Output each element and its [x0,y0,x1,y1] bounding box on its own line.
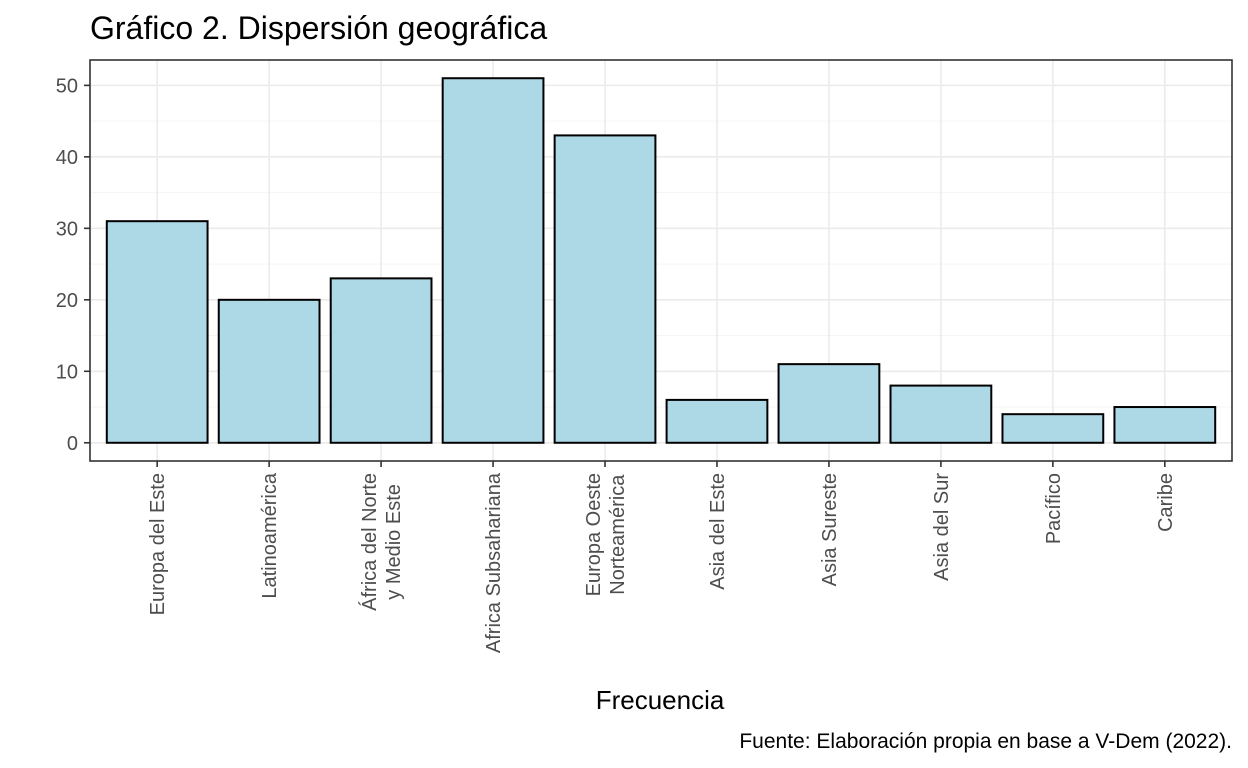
x-tick-label: Europa del Este [147,473,169,615]
x-tick-label-line: Europa Oeste [583,473,605,596]
x-tick-label-text: Asia del Sur [931,473,953,581]
bar [1001,413,1105,444]
x-tick-label: África del Norte y Medio Este [358,473,405,611]
x-tick-label: Caribe [1155,473,1177,532]
x-tick-label: Africa Subsahariana [483,472,505,653]
y-tick-label: 50 [56,75,78,97]
x-tick-label: Asia Sureste [819,473,841,586]
x-tick-label-line: Europa del Este [147,473,169,615]
y-tick-label: 40 [56,147,78,169]
x-tick-label-line: Africa Subsahariana [483,472,505,653]
chart-caption: Fuente: Elaboración propia en base a V-D… [739,730,1232,753]
x-tick-label-line: Asia del Este [707,473,729,590]
x-tick-label-line: Latinoamérica [259,472,281,599]
bar [441,77,545,444]
x-tick-label-text: África del Norte y Medio Este [358,473,405,611]
x-tick-label-text: Asia del Este [707,473,729,590]
bar [665,398,769,444]
y-tick-label: 20 [56,290,78,312]
x-tick-label-line: Asia del Sur [931,473,953,581]
x-tick-label-line: Norteamérica [607,474,629,595]
bars [105,77,1217,444]
bar [105,220,209,444]
x-tick-label-line: Asia Sureste [819,473,841,586]
bar [329,277,433,444]
x-axis: Europa del Este Latinoamérica África del N… [147,461,1177,653]
x-tick-label-text: Latinoamérica [259,472,281,599]
x-tick-label-text: Pacífico [1043,473,1065,544]
x-tick-label-text: Europa Oeste Norteamérica [583,473,629,596]
x-tick-label: Latinoamérica [259,472,281,599]
bar [889,384,993,444]
x-tick-label-line: África del Norte [358,473,381,611]
x-tick-label-line: Pacífico [1043,473,1065,544]
x-tick-label: Asia del Sur [931,473,953,581]
y-tick-label: 10 [56,361,78,383]
bar [1113,406,1217,444]
y-tick-label: 0 [67,433,78,455]
x-axis-title: Frecuencia [596,685,725,715]
x-tick-label: Pacífico [1043,473,1065,544]
bar [553,134,657,444]
chart-title: Gráfico 2. Dispersión geográfica [90,10,548,46]
x-tick-label-text: Europa del Este [147,473,169,615]
x-tick-label: Europa Oeste Norteamérica [583,473,629,596]
y-axis: 0 10 20 30 40 50 [56,75,90,455]
x-tick-label: Asia del Este [707,473,729,590]
x-tick-label-line: Caribe [1155,473,1177,532]
x-tick-label-text: Africa Subsahariana [483,472,505,653]
x-tick-label-text: Asia Sureste [819,473,841,586]
panel-border [89,59,1233,462]
bar [777,363,881,444]
x-tick-label-line: y Medio Este [383,484,405,600]
y-tick-label: 30 [56,218,78,240]
bar [217,298,321,444]
x-tick-label-text: Caribe [1155,473,1177,532]
